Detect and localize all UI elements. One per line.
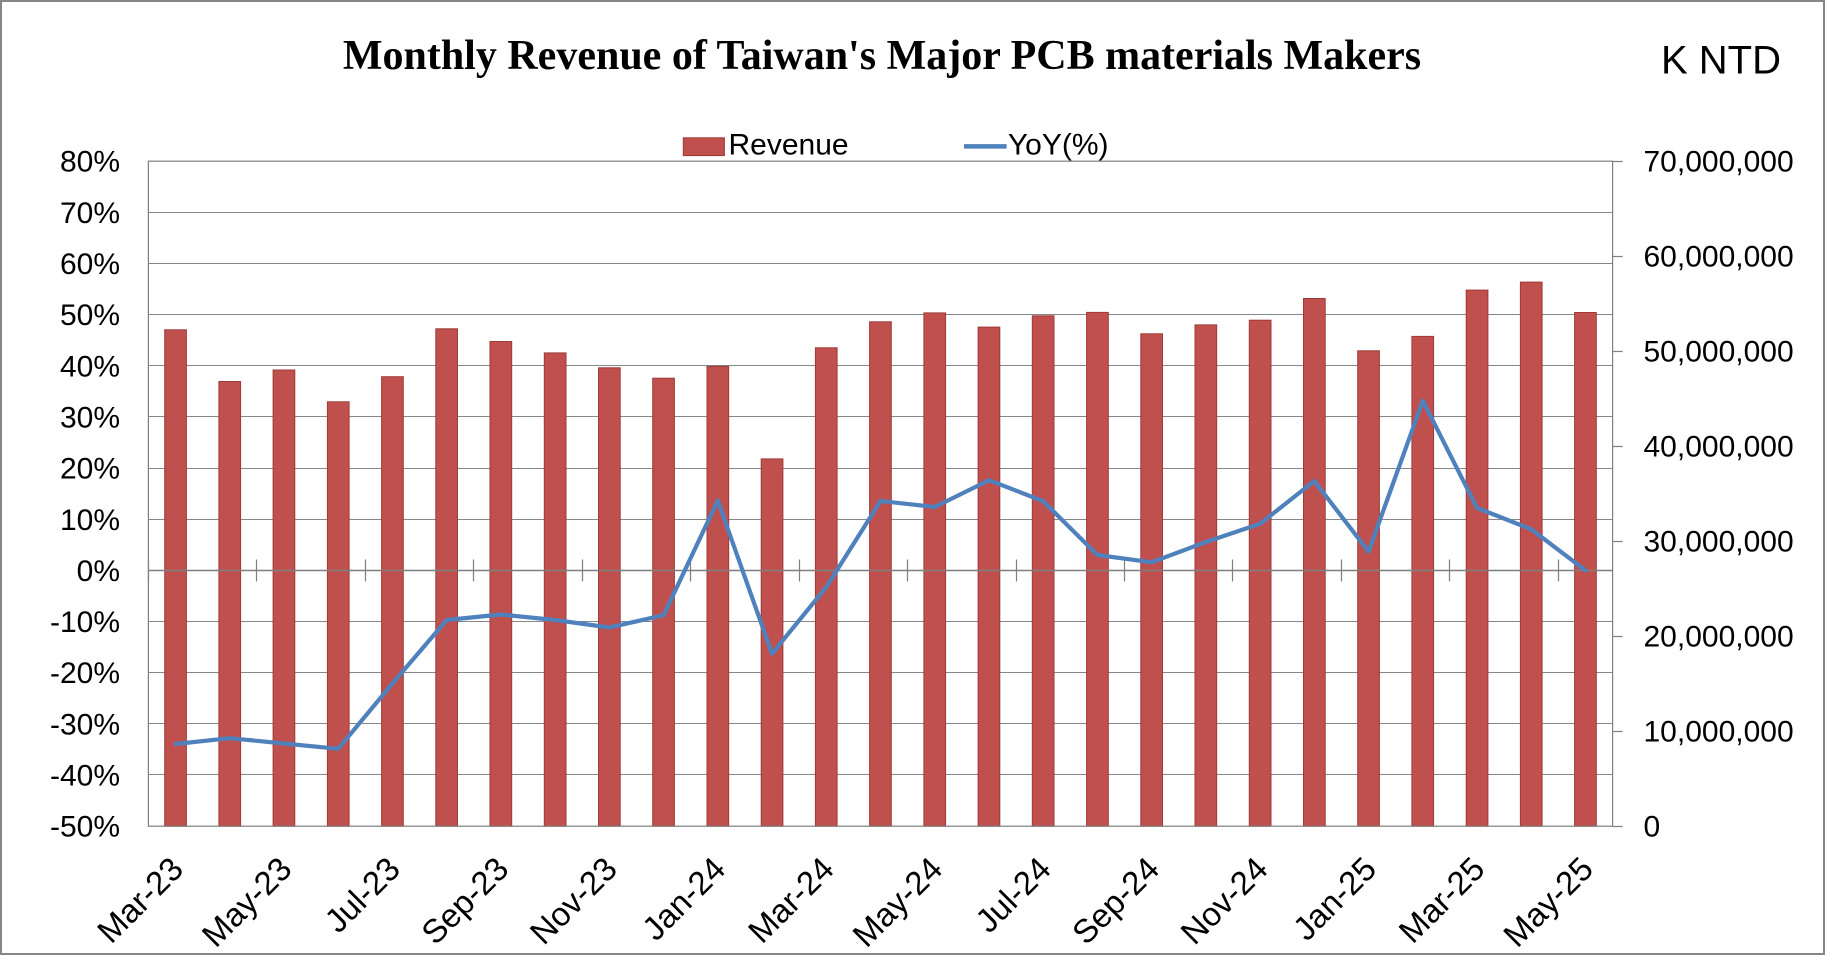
svg-text:30%: 30%: [60, 402, 120, 435]
svg-text:50%: 50%: [60, 299, 120, 332]
svg-text:Revenue: Revenue: [729, 129, 849, 162]
svg-text:80%: 80%: [60, 146, 120, 179]
svg-text:40%: 40%: [60, 350, 120, 383]
svg-text:50,000,000: 50,000,000: [1644, 336, 1794, 369]
svg-text:70%: 70%: [60, 197, 120, 230]
svg-text:70,000,000: 70,000,000: [1644, 146, 1794, 179]
svg-text:-40%: -40%: [50, 760, 120, 793]
svg-text:YoY(%): YoY(%): [1008, 129, 1109, 162]
svg-text:40,000,000: 40,000,000: [1644, 431, 1794, 464]
svg-text:-50%: -50%: [50, 811, 120, 844]
svg-text:-30%: -30%: [50, 708, 120, 741]
svg-text:20,000,000: 20,000,000: [1644, 621, 1794, 654]
svg-text:Monthly Revenue of Taiwan's Ma: Monthly Revenue of Taiwan's Major PCB ma…: [343, 33, 1421, 79]
svg-text:30,000,000: 30,000,000: [1644, 526, 1794, 559]
svg-text:0: 0: [1644, 811, 1661, 844]
svg-text:-10%: -10%: [50, 606, 120, 639]
svg-text:-20%: -20%: [50, 657, 120, 690]
svg-text:K NTD: K NTD: [1661, 39, 1781, 83]
svg-text:60,000,000: 60,000,000: [1644, 241, 1794, 274]
svg-text:20%: 20%: [60, 453, 120, 486]
svg-text:10,000,000: 10,000,000: [1644, 716, 1794, 749]
svg-text:10%: 10%: [60, 504, 120, 537]
svg-text:60%: 60%: [60, 248, 120, 281]
svg-text:0%: 0%: [77, 555, 120, 588]
